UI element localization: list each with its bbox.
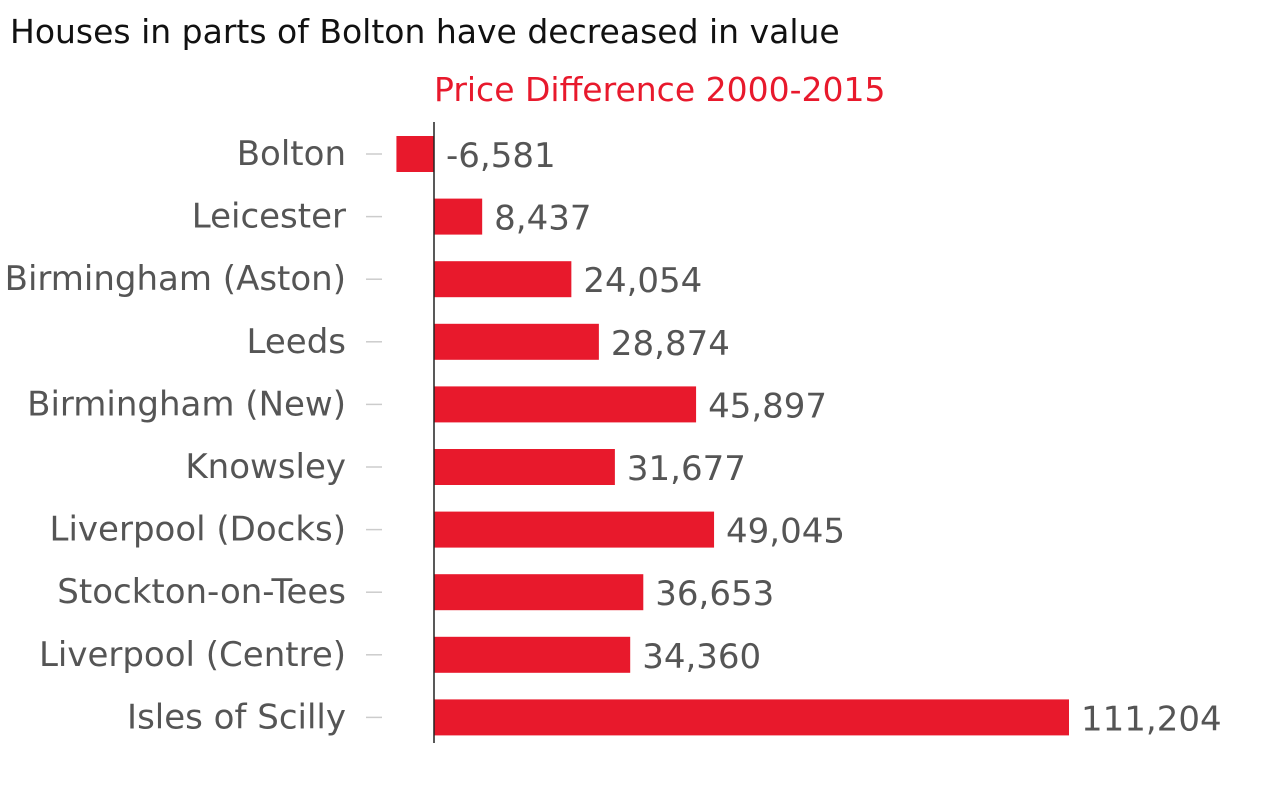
value-labels: -6,581 8,437 24,054 28,874 45,897 31,677 49,04… <box>446 136 1222 739</box>
chart-title: Houses in parts of Bolton have decreased… <box>10 12 840 51</box>
value-label: 49,045 <box>726 512 845 552</box>
bar <box>434 386 697 423</box>
category-label: Birmingham (Aston) <box>5 259 346 299</box>
category-label: Leicester <box>192 197 346 237</box>
category-label: Liverpool (Centre) <box>39 635 346 675</box>
category-label: Liverpool (Docks) <box>50 510 346 550</box>
bar <box>434 636 631 673</box>
bar <box>434 699 1069 736</box>
category-label: Birmingham (New) <box>27 384 346 424</box>
bar <box>434 449 615 485</box>
value-label: 111,204 <box>1081 699 1222 739</box>
bars <box>396 136 1069 736</box>
category-label: Isles of Scilly <box>127 697 346 737</box>
value-label: 45,897 <box>708 386 827 426</box>
category-labels: Bolton Leicester Birmingham (Aston) Leeds Bi… <box>5 134 346 737</box>
value-label: 8,437 <box>494 199 591 239</box>
value-label: 31,677 <box>627 449 746 489</box>
bar <box>434 198 483 235</box>
category-label: Stockton-on-Tees <box>57 572 346 612</box>
bar <box>396 136 434 172</box>
bar <box>434 323 599 360</box>
value-label: 24,054 <box>583 261 702 301</box>
bar <box>434 574 644 611</box>
bar <box>434 511 715 548</box>
value-label: 36,653 <box>655 574 774 614</box>
category-label: Knowsley <box>185 447 346 487</box>
category-label: Bolton <box>237 134 346 174</box>
value-label: 28,874 <box>611 324 730 364</box>
tick-marks <box>366 153 382 719</box>
value-label: 34,360 <box>642 637 761 677</box>
chart-subtitle: Price Difference 2000-2015 <box>434 70 886 109</box>
bar <box>434 261 572 298</box>
category-label: Leeds <box>247 322 346 362</box>
value-label: -6,581 <box>446 136 556 176</box>
